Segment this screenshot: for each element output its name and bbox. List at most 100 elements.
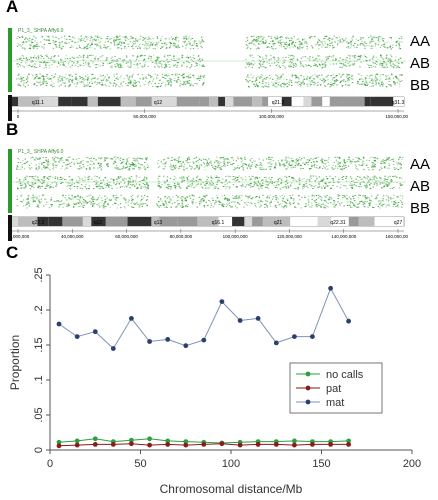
data-point-mat	[74, 334, 80, 339]
data-point-pat	[219, 441, 225, 447]
ideogram-band	[262, 97, 269, 106]
data-point-pat	[346, 442, 351, 447]
data-point-mat	[310, 334, 315, 339]
ideogram-band	[159, 217, 178, 226]
data-point-pat	[74, 442, 80, 448]
ideogram-band	[311, 97, 323, 106]
data-point-no-calls	[183, 439, 189, 444]
ideogram-band	[37, 217, 49, 226]
ideogram-band	[393, 97, 404, 106]
x-tick-label: 200	[403, 458, 421, 470]
ideogram-band	[317, 217, 332, 226]
ideogram-band	[383, 217, 404, 226]
ideogram-band	[105, 217, 128, 226]
data-point-pat	[165, 442, 171, 447]
genotype-dots	[16, 35, 404, 88]
y-axis-title: Proportion	[8, 335, 22, 390]
ideogram-band	[62, 217, 83, 226]
legend-label: pat	[326, 383, 341, 395]
data-point-pat	[56, 443, 62, 449]
panel-b-label-ab: AB	[410, 178, 431, 195]
ideogram-band	[176, 97, 200, 106]
legend-label: mat	[326, 397, 344, 409]
x-axis-title: Chromosomal distance/Mb	[160, 482, 303, 496]
data-point-no-calls	[56, 439, 62, 445]
data-point-mat	[110, 346, 116, 351]
ideogram-band	[281, 97, 292, 106]
y-tick-label: 0	[33, 447, 45, 453]
coordinate-label: 140,000,000	[331, 234, 357, 239]
panel-b-scatter	[12, 156, 406, 209]
ideogram-band-label: q31.3	[392, 100, 405, 106]
data-point-mat	[147, 339, 153, 344]
data-point-pat	[273, 442, 279, 447]
data-point-pat	[183, 442, 189, 448]
ideogram-band-label: q22.3	[32, 220, 45, 226]
ideogram-band	[71, 97, 88, 106]
ideogram-band	[97, 97, 121, 106]
ideogram-band	[163, 97, 177, 106]
ideogram-band	[151, 217, 160, 226]
ideogram-band	[358, 217, 375, 226]
x-tick-label: 50	[134, 458, 146, 470]
panel-a-track-header: P1_3_ SHPA Affy6.0	[18, 28, 64, 34]
data-point-mat	[201, 337, 207, 343]
ideogram-band	[322, 97, 330, 106]
ideogram-band-label: q21	[274, 220, 283, 226]
panel-a-label-aa: AA	[410, 33, 431, 50]
ideogram-band	[127, 217, 152, 226]
data-point-mat	[56, 321, 62, 327]
ideogram-band-label: q12	[154, 100, 163, 106]
panel-a-scatter	[12, 35, 406, 88]
y-tick-label: .1	[33, 375, 45, 384]
ideogram-band	[262, 217, 277, 226]
ideogram-band-label: q11.1	[32, 100, 44, 106]
ideogram-band	[209, 97, 219, 106]
coordinate-label: 120,000,000	[277, 234, 303, 239]
data-point-mat	[92, 329, 98, 335]
ideogram-band	[197, 217, 219, 226]
data-point-mat	[165, 337, 171, 342]
ideogram-band	[151, 97, 164, 106]
data-point-pat	[129, 441, 134, 447]
data-point-mat	[292, 334, 297, 339]
ideogram-band	[177, 217, 198, 226]
data-point-no-calls	[92, 436, 98, 442]
panel-c-letter: C	[6, 243, 19, 262]
ideogram-band	[291, 97, 304, 106]
data-point-no-calls	[129, 437, 134, 443]
ideogram-band	[276, 217, 291, 226]
data-point-pat	[201, 442, 207, 447]
ideogram-band	[18, 217, 38, 226]
data-point-pat	[292, 442, 297, 448]
ideogram-band	[329, 97, 343, 106]
ideogram-band	[39, 97, 49, 106]
coordinate-label: 20,000,000	[8, 234, 30, 239]
y-tick-label: .05	[33, 407, 45, 422]
coordinate-label: 100,000,000	[223, 234, 249, 239]
ideogram-band	[342, 97, 365, 106]
ideogram-band-label: q12	[94, 220, 103, 226]
y-tick-label: .2	[33, 305, 45, 314]
panel-a-label-bb: BB	[410, 77, 431, 94]
ideogram-band-label: q16.1	[212, 220, 225, 226]
data-point-no-calls	[292, 438, 297, 444]
ideogram-band	[12, 217, 18, 226]
panel-b-track-header: P1_3_ SHPA Affy6.0	[18, 149, 64, 155]
panel-b-letter: B	[6, 120, 19, 139]
data-point-mat	[346, 318, 351, 324]
genotype-dots	[16, 156, 404, 209]
x-tick-label: 150	[312, 458, 330, 470]
data-point-no-calls	[165, 438, 171, 444]
ideogram-band	[58, 97, 72, 106]
ideogram-band	[244, 217, 252, 226]
ideogram-band-label: q27	[394, 220, 403, 226]
data-point-pat	[92, 442, 98, 447]
panel-c-line-chart: 0 .05 .1 .15 .2 .25 0 50 100 150 200 no calls pat mat…	[8, 267, 421, 496]
y-tick-label: .15	[33, 337, 45, 352]
ideogram-band	[91, 217, 106, 226]
panel-b-label-bb: BB	[410, 200, 431, 217]
ideogram-band	[218, 97, 225, 106]
y-tick-label: .25	[33, 267, 45, 282]
data-point-pat	[147, 442, 153, 448]
